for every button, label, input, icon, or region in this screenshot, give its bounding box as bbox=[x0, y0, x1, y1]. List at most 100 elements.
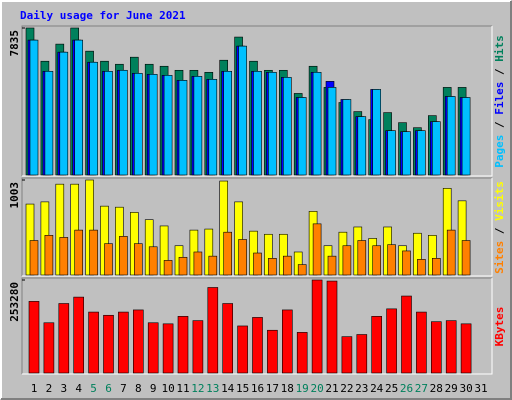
panel-bevel bbox=[21, 277, 492, 374]
bar bbox=[119, 69, 128, 176]
bar bbox=[446, 96, 456, 176]
x-tick-label: 23 bbox=[355, 382, 368, 395]
bar bbox=[43, 322, 55, 374]
bar bbox=[147, 322, 159, 374]
bar bbox=[178, 256, 188, 276]
bar bbox=[118, 311, 129, 374]
bar bbox=[252, 317, 263, 374]
bar bbox=[193, 251, 203, 276]
x-tick-label: 9 bbox=[150, 382, 157, 395]
x-tick-label: 2 bbox=[46, 382, 53, 395]
bar bbox=[357, 116, 367, 176]
bar bbox=[282, 255, 292, 276]
legend-entry: KBytes bbox=[493, 307, 506, 347]
bar bbox=[446, 229, 456, 276]
x-tick-label: 5 bbox=[90, 382, 97, 395]
bar bbox=[238, 45, 247, 176]
x-tick-label: 16 bbox=[251, 382, 264, 395]
bar bbox=[73, 296, 84, 374]
bar bbox=[357, 240, 367, 276]
panel-bevel bbox=[22, 178, 493, 277]
bar bbox=[268, 71, 277, 176]
bar bbox=[327, 255, 337, 276]
bar bbox=[162, 323, 174, 374]
bar bbox=[134, 73, 143, 176]
x-tick-label: 20 bbox=[310, 382, 323, 395]
bar bbox=[372, 245, 382, 276]
y-tick-label: 1003 bbox=[8, 182, 21, 209]
x-tick-label: 17 bbox=[266, 382, 279, 395]
bar bbox=[253, 252, 262, 276]
bar bbox=[281, 309, 293, 374]
bar bbox=[133, 309, 144, 374]
legend-entry: Files bbox=[493, 82, 506, 115]
bar bbox=[461, 240, 471, 276]
x-tick-label: 14 bbox=[221, 382, 235, 395]
x-tick-label: 7 bbox=[120, 382, 127, 395]
bar bbox=[237, 325, 248, 374]
bar bbox=[103, 314, 114, 374]
bar bbox=[29, 240, 39, 276]
y-tick-label: 253280 bbox=[8, 282, 21, 322]
bar bbox=[356, 334, 368, 374]
bar bbox=[311, 279, 323, 374]
bar bbox=[267, 329, 278, 374]
legend-entry: Pages bbox=[493, 135, 506, 168]
bar bbox=[386, 308, 397, 374]
legend-separator: / bbox=[493, 62, 506, 82]
bar bbox=[417, 259, 426, 276]
legend: Pages / Files / Hits bbox=[493, 35, 506, 168]
legend: KBytes bbox=[493, 307, 506, 347]
bar bbox=[163, 260, 173, 276]
x-tick-label: 6 bbox=[105, 382, 112, 395]
bar bbox=[208, 79, 218, 176]
bar bbox=[312, 71, 322, 176]
bar bbox=[222, 303, 233, 374]
x-tick-label: 26 bbox=[400, 382, 413, 395]
bar bbox=[402, 250, 411, 276]
bar bbox=[402, 131, 411, 176]
x-tick-label: 15 bbox=[236, 382, 249, 395]
bar bbox=[74, 229, 83, 276]
bar bbox=[341, 336, 353, 374]
panel-bevel bbox=[22, 278, 493, 375]
bar bbox=[104, 71, 113, 176]
panel-bevel bbox=[21, 177, 492, 276]
bar bbox=[401, 295, 412, 374]
bar bbox=[417, 130, 426, 176]
x-tick-label: 25 bbox=[385, 382, 398, 395]
bar bbox=[29, 39, 39, 176]
legend-entry: Hits bbox=[493, 35, 506, 62]
x-tick-label: 10 bbox=[161, 382, 174, 395]
x-tick-label: 31 bbox=[474, 382, 487, 395]
bar bbox=[148, 246, 158, 276]
bar bbox=[297, 97, 307, 176]
bar bbox=[208, 255, 218, 276]
bar bbox=[238, 239, 247, 276]
bar bbox=[282, 77, 292, 176]
x-tick-label: 13 bbox=[206, 382, 219, 395]
bar bbox=[461, 97, 471, 176]
panel-bevel bbox=[21, 25, 492, 176]
chart-title: Daily usage for June 2021 bbox=[20, 9, 186, 22]
legend-separator: / bbox=[493, 221, 506, 241]
bar bbox=[431, 258, 441, 276]
bar bbox=[416, 311, 427, 374]
bar bbox=[207, 287, 219, 374]
bar bbox=[74, 39, 83, 176]
bar bbox=[387, 130, 396, 176]
bar bbox=[223, 71, 232, 176]
x-tick-label: 24 bbox=[370, 382, 384, 395]
bar bbox=[192, 320, 204, 374]
bar bbox=[59, 51, 69, 176]
bar bbox=[88, 311, 99, 374]
x-tick-label: 30 bbox=[459, 382, 472, 395]
bar bbox=[119, 236, 128, 276]
x-tick-label: 1 bbox=[31, 382, 38, 395]
x-tick-label: 8 bbox=[135, 382, 142, 395]
bar bbox=[104, 243, 113, 276]
x-tick-label: 27 bbox=[415, 382, 428, 395]
